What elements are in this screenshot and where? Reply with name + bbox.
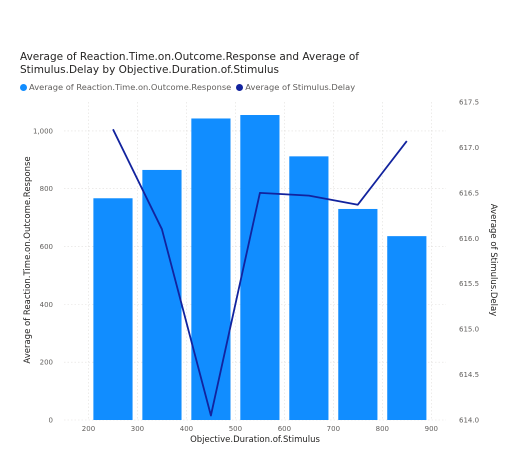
- line-series: [112, 128, 408, 417]
- legend-label-stimulus-delay: Average of Stimulus.Delay: [245, 82, 356, 92]
- chart-title: Average of Reaction.Time.on.Outcome.Resp…: [20, 51, 359, 76]
- bar[interactable]: [289, 156, 329, 420]
- y-tick-label-right: 616.5: [459, 189, 479, 197]
- y-tick-label-right: 617.5: [459, 99, 479, 107]
- y-tick-label-left: 0: [49, 417, 53, 425]
- y-tick-label-left: 800: [40, 185, 53, 193]
- right-axis-ticks: 614.0 614.5 615.0 615.5 616.0 616.5 617.0 617.5: [459, 99, 479, 425]
- x-tick-label: 200: [82, 425, 95, 433]
- legend: Average of Reaction.Time.on.Outcome.Resp…: [20, 81, 360, 93]
- bar[interactable]: [240, 115, 280, 420]
- y-tick-label-left: 600: [40, 243, 53, 251]
- x-axis-title: Objective.Duration.of.Stimulus: [190, 435, 320, 445]
- x-tick-label: 800: [376, 425, 389, 433]
- x-tick-label: 500: [229, 425, 242, 433]
- y-axis-title-right: Average of Stimulus.Delay: [488, 204, 498, 317]
- y-axis-title-left: Average of Reaction.Time.on.Outcome.Resp…: [23, 156, 33, 363]
- y-tick-label-left: 200: [40, 359, 53, 367]
- legend-item-reaction-time[interactable]: Average of Reaction.Time.on.Outcome.Resp…: [20, 82, 231, 92]
- y-tick-label-right: 616.0: [459, 235, 479, 243]
- y-tick-label-right: 615.0: [459, 326, 479, 334]
- bar[interactable]: [93, 198, 133, 420]
- y-tick-label-right: 615.5: [459, 280, 479, 288]
- legend-marker-reaction-time: [20, 83, 27, 91]
- y-tick-label-right: 614.0: [459, 417, 479, 425]
- y-tick-label-right: 617.0: [459, 144, 479, 152]
- x-tick-label: 400: [180, 425, 193, 433]
- x-axis-ticks: 200 300 400 500 600 700 800 900: [82, 425, 438, 433]
- bar-series: [93, 115, 427, 420]
- legend-marker-stimulus-delay: [236, 83, 244, 91]
- bar[interactable]: [191, 118, 231, 420]
- x-tick-label: 600: [278, 425, 291, 433]
- legend-item-stimulus-delay[interactable]: Average of Stimulus.Delay: [236, 82, 355, 92]
- y-tick-label-left: 1,000: [33, 127, 53, 135]
- bar[interactable]: [338, 208, 378, 420]
- bar[interactable]: [142, 169, 182, 420]
- series-line: [112, 128, 408, 417]
- y-tick-label-right: 614.5: [459, 371, 479, 379]
- bar[interactable]: [387, 236, 427, 420]
- x-tick-label: 300: [131, 425, 144, 433]
- x-tick-label: 700: [327, 425, 340, 433]
- x-tick-label: 900: [425, 425, 438, 433]
- left-axis-ticks: 0 200 400 600 800 1,000: [33, 127, 53, 424]
- legend-label-reaction-time: Average of Reaction.Time.on.Outcome.Resp…: [29, 82, 232, 92]
- y-tick-label-left: 400: [40, 301, 53, 309]
